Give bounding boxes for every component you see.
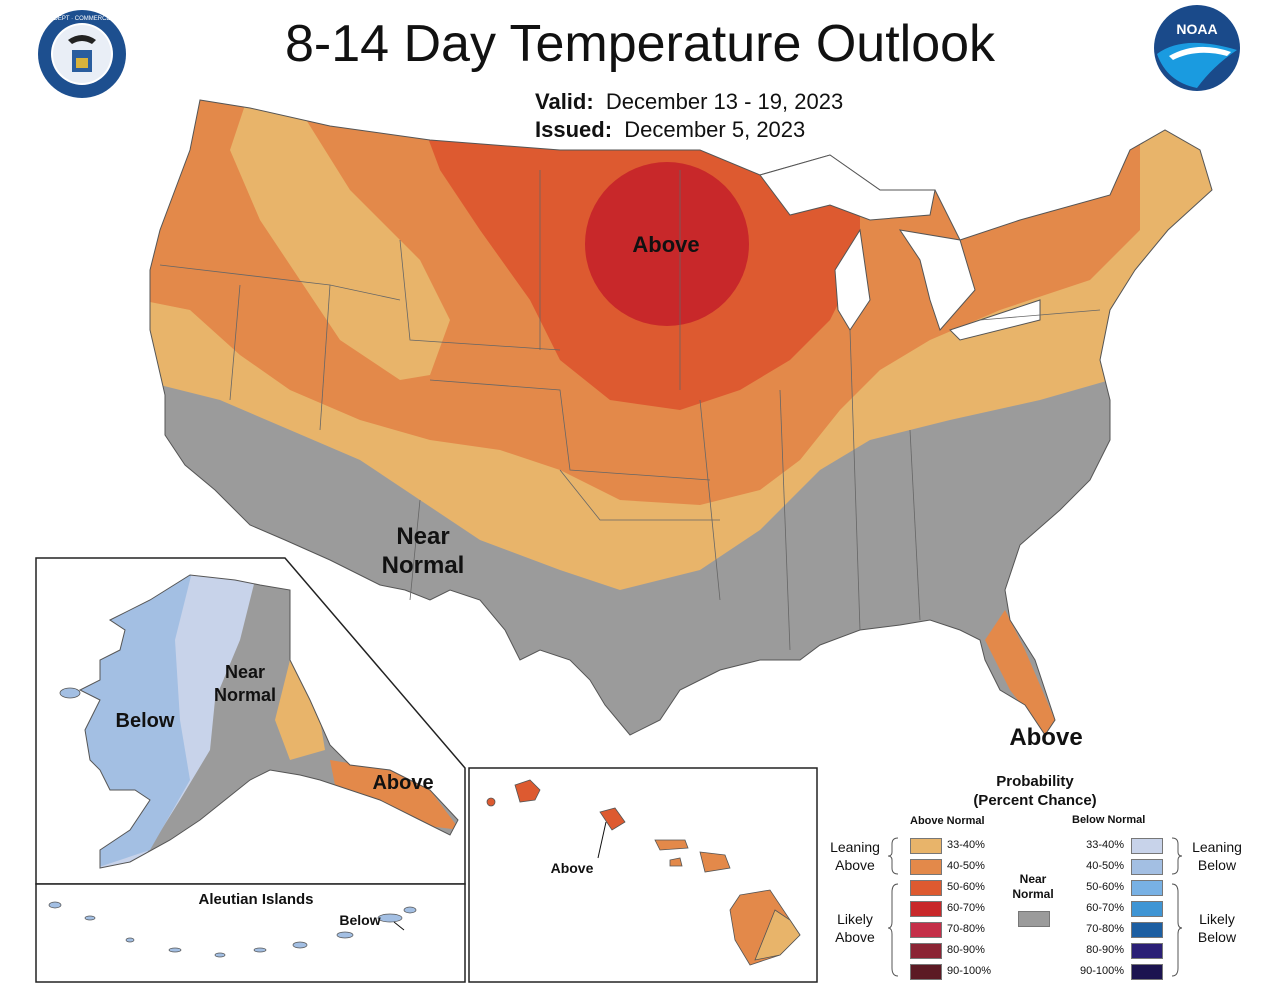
above-swatch-4 [910,922,942,938]
noaa-logo: NOAA [1154,5,1240,91]
likely-below-label: Likely Below [1182,910,1252,946]
alaska-below-33-40-zone [80,575,260,868]
leaning-above-line2: Above [835,857,875,873]
above-swatch-2 [910,880,942,896]
below-swatch-2 [1131,880,1163,896]
below-swatch-4 [1131,922,1163,938]
above-swatch-label-4: 70-80% [947,923,985,935]
probability-legend: Probability (Percent Chance) Above Norma… [820,770,1260,982]
above-60-70-zone [585,162,749,326]
valid-dates: December 13 - 19, 2023 [605,89,844,114]
above-33-40-pocket [230,100,450,380]
above-brace [887,837,899,977]
below-swatch-0 [1131,838,1163,854]
below-swatch-1 [1131,859,1163,875]
alaska-inset-frame [35,557,466,885]
above-33-40-zone [150,100,1212,590]
hawaii-above-label: Above [551,860,594,876]
near-normal-line1: Near [1019,872,1047,886]
likely-above-line1: Likely [837,911,873,927]
valid-label: Valid: [535,89,594,114]
florida-above-zone [985,610,1055,735]
above-swatch-1 [910,859,942,875]
likely-above-label: Likely Above [822,910,888,946]
below-swatch-label-3: 60-70% [1086,902,1124,914]
below-swatch-6 [1131,964,1163,980]
hawaii-islands [486,779,801,966]
below-swatch-5 [1131,943,1163,959]
issued-label: Issued: [535,117,613,142]
below-swatch-3 [1131,901,1163,917]
leaning-below-label: Leaning Below [1182,838,1252,874]
alaska-near-label-line1: Near [225,662,265,682]
legend-title-line2: (Percent Chance) [973,792,1097,809]
alaska-above-33-40-zone [275,660,325,760]
near-normal-legend-label: Near Normal [1008,872,1058,902]
conus-near-label-line2: Normal [382,552,465,579]
alaska-below-40-50-zone [80,575,195,868]
leaning-above-label: Leaning Above [822,838,888,874]
leaning-below-line1: Leaning [1192,839,1242,855]
alaska-region [80,575,458,868]
above-normal-header: Above Normal [910,815,985,827]
alaska-near-label-line2: Normal [214,685,276,705]
conus-region [150,100,1212,735]
below-swatch-label-6: 90-100% [1079,965,1124,977]
above-swatch-label-1: 40-50% [947,860,985,872]
alaska-outline [78,574,459,869]
legend-title-line1: Probability [996,773,1074,790]
above-swatch-0 [910,838,942,854]
alaska-near-normal-zone [80,575,458,868]
aleutian-pointer [393,921,405,931]
commerce-seal-logo: DEPT · COMMERCE [38,10,126,98]
below-normal-header: Below Normal [1072,814,1146,826]
aleutian-chain [48,901,417,958]
below-swatch-label-5: 80-90% [1086,944,1124,956]
noaa-logo-text: NOAA [1176,21,1217,37]
date-block: Valid: December 13 - 19, 2023 Issued: De… [535,88,843,144]
leaning-below-line2: Below [1197,857,1237,873]
above-swatch-5 [910,943,942,959]
above-swatch-label-5: 80-90% [947,944,985,956]
likely-below-line1: Likely [1199,911,1235,927]
alaska-above-label: Above [372,772,433,794]
above-swatch-label-6: 90-100% [947,965,992,977]
below-swatch-label-2: 50-60% [1086,881,1124,893]
likely-below-line2: Below [1197,929,1237,945]
conus-outline [149,99,1213,736]
conus-above-label: Above [632,232,699,257]
below-swatch-label-1: 40-50% [1086,860,1124,872]
above-swatch-6 [910,964,942,980]
near-normal-swatch [1018,911,1050,927]
above-swatch-label-2: 50-60% [947,881,985,893]
near-normal-line2: Normal [1012,887,1054,901]
florida-above-label: Above [1009,724,1082,751]
legend-title: Probability (Percent Chance) [950,772,1120,810]
above-swatch-3 [910,901,942,917]
seal-text: DEPT · COMMERCE [54,16,111,22]
state-borders [159,170,1101,651]
hawaii-inset-frame [468,767,818,983]
below-brace [1171,837,1183,977]
aleutian-inset-frame [35,883,466,983]
conus-near-label-line1: Near [396,523,449,550]
aleutian-title: Aleutian Islands [198,891,313,908]
alaska-below-label: Below [116,710,175,732]
above-swatch-label-3: 60-70% [947,902,985,914]
below-swatch-label-0: 33-40% [1086,839,1124,851]
above-40-50-zone [150,100,1140,505]
likely-above-line2: Above [835,929,875,945]
map-title: 8-14 Day Temperature Outlook [284,15,996,73]
leaning-above-line1: Leaning [830,839,880,855]
alaska-panhandle-above-zone [330,760,458,830]
aleutian-below-label: Below [339,912,380,928]
above-swatch-label-0: 33-40% [947,839,985,851]
great-lakes [759,154,1041,341]
below-swatch-label-4: 70-80% [1086,923,1124,935]
issued-date: December 5, 2023 [624,117,806,142]
st-lawrence-island [59,687,81,699]
near-normal-zone [150,100,1212,735]
hawaii-pointer [597,821,607,859]
